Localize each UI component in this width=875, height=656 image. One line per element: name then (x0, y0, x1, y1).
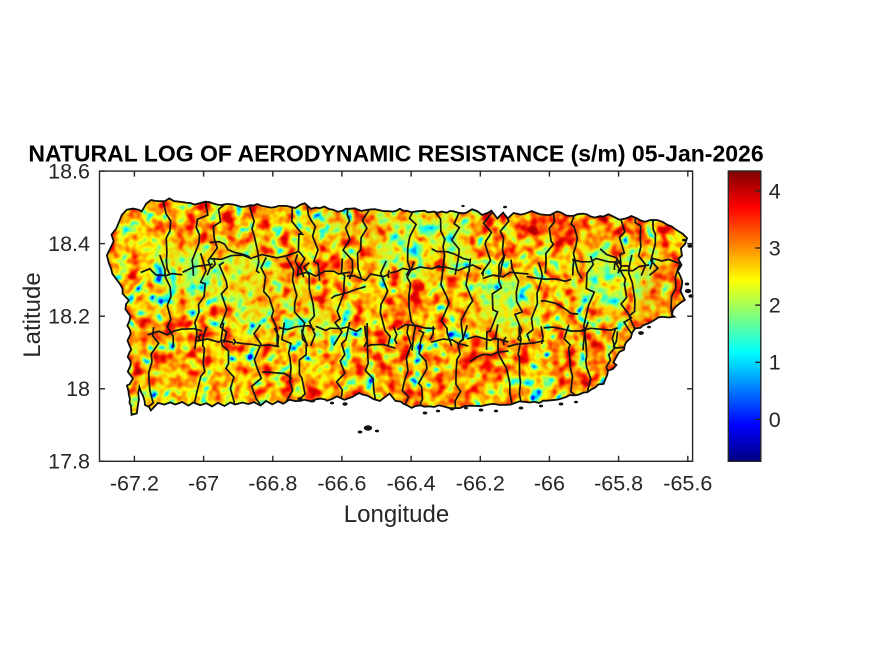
svg-text:4: 4 (769, 179, 781, 203)
svg-text:18: 18 (66, 377, 90, 401)
svg-text:-65.8: -65.8 (594, 472, 643, 496)
svg-text:-66.6: -66.6 (317, 472, 366, 496)
svg-text:-66.4: -66.4 (387, 472, 436, 496)
svg-text:-67.2: -67.2 (110, 472, 159, 496)
svg-text:-66.8: -66.8 (248, 472, 297, 496)
svg-text:NATURAL LOG OF AERODYNAMIC RES: NATURAL LOG OF AERODYNAMIC RESISTANCE (s… (28, 141, 763, 167)
svg-text:17.8: 17.8 (48, 450, 90, 474)
svg-text:Longitude: Longitude (344, 501, 449, 528)
svg-text:-66: -66 (534, 472, 565, 496)
svg-text:1: 1 (769, 351, 781, 375)
svg-text:2: 2 (769, 294, 781, 318)
svg-text:3: 3 (769, 236, 781, 260)
svg-text:-66.2: -66.2 (456, 472, 505, 496)
svg-text:18.4: 18.4 (48, 232, 90, 256)
svg-text:18.2: 18.2 (48, 305, 90, 329)
svg-text:18.6: 18.6 (48, 160, 90, 184)
svg-text:Latitude: Latitude (19, 272, 46, 357)
svg-text:-65.6: -65.6 (663, 472, 712, 496)
svg-text:0: 0 (769, 408, 781, 432)
svg-text:-67: -67 (188, 472, 219, 496)
